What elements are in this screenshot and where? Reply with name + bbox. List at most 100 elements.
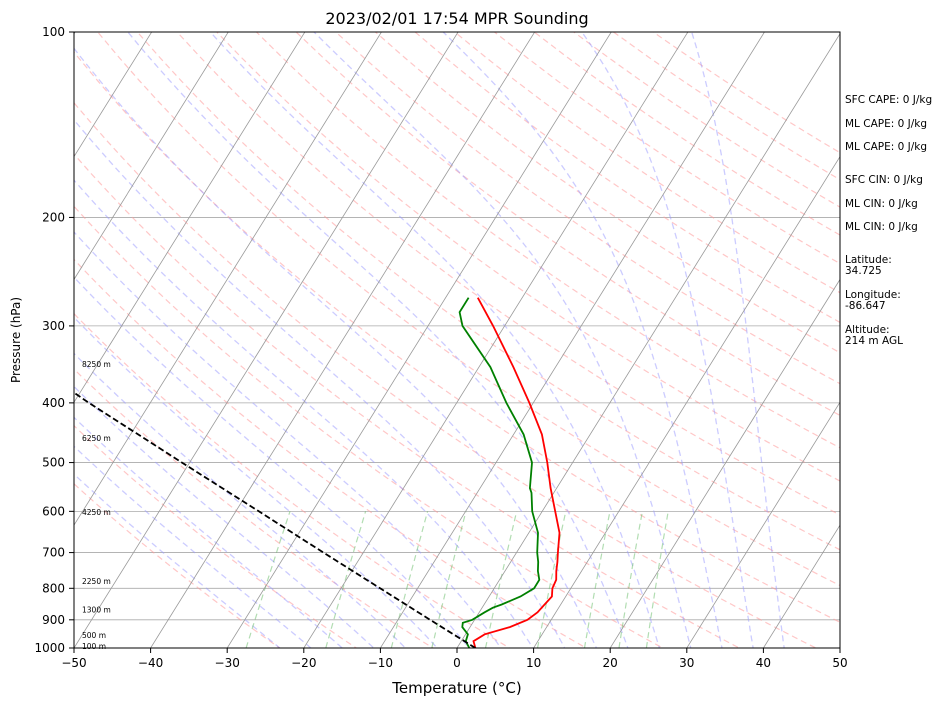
dry-adiabat <box>74 258 588 648</box>
mixing-ratio-line <box>431 511 467 648</box>
x-axis-label: Temperature (°C) <box>391 679 521 697</box>
mixing-ratio-line <box>583 511 611 648</box>
x-tick-label: −40 <box>138 656 163 670</box>
moist-adiabat <box>74 416 344 648</box>
dry-adiabat <box>74 424 358 648</box>
moist-adiabat <box>581 32 754 648</box>
dry-adiabat <box>74 483 281 648</box>
x-tick-label: −50 <box>61 656 86 670</box>
y-tick-label: 100 <box>42 25 65 39</box>
dry-adiabat <box>74 51 840 623</box>
height-label: 100 m <box>82 642 106 651</box>
latitude-value: 34.725 <box>845 265 882 277</box>
height-label: 8250 m <box>82 360 111 369</box>
isotherm-line <box>150 32 536 648</box>
height-label: 6250 m <box>82 434 111 443</box>
x-tick-label: 50 <box>832 656 847 670</box>
mixing-ratio-line <box>325 511 367 648</box>
y-tick-label: 400 <box>42 396 65 410</box>
x-tick-label: 40 <box>756 656 771 670</box>
x-tick-label: 20 <box>603 656 618 670</box>
dry-adiabat <box>74 153 741 648</box>
moist-adiabat <box>74 179 534 648</box>
y-axis-label: Pressure (hPa) <box>9 297 23 383</box>
isotherm-line <box>379 32 765 648</box>
dry-adiabat <box>414 32 840 324</box>
moist-adiabat <box>209 32 661 648</box>
dry-adiabat <box>97 32 840 587</box>
isotherm-line <box>686 401 840 648</box>
moist-adiabat <box>313 32 692 648</box>
moist-adiabat <box>74 47 598 648</box>
moist-adiabat <box>74 118 566 648</box>
moist-adiabat <box>74 316 439 648</box>
dry-adiabat <box>74 368 435 648</box>
height-label: 2250 m <box>82 577 111 586</box>
stat-sfc-cin: SFC CIN: 0 J/kg <box>845 174 923 186</box>
temperature-profile <box>472 297 561 648</box>
isotherm-line <box>74 32 153 158</box>
stat-ml-cin-2: ML CIN: 0 J/kg <box>845 221 918 233</box>
mixing-ratio-line <box>618 511 643 648</box>
stat-sfc-cape: SFC CAPE: 0 J/kg <box>845 94 933 106</box>
moist-adiabat <box>74 473 281 648</box>
moist-adiabat <box>74 352 407 648</box>
x-tick-label: −10 <box>368 656 393 670</box>
isotherm-line <box>762 524 840 648</box>
x-tick-label: 0 <box>453 656 461 670</box>
height-label: 4250 m <box>82 508 111 517</box>
x-tick-label: 30 <box>679 656 694 670</box>
latitude-label: Latitude: <box>845 254 892 266</box>
dry-adiabat <box>295 32 840 417</box>
background-lines <box>74 32 840 648</box>
mixing-ratio-line <box>390 511 429 648</box>
isotherm-line <box>609 278 840 648</box>
y-tick-label: 900 <box>42 613 65 627</box>
mixing-ratio-line <box>484 511 518 648</box>
dewpoint-profile <box>458 297 541 648</box>
isotherm-line <box>74 32 459 648</box>
moist-adiabat <box>74 385 375 648</box>
moist-adiabat <box>442 32 723 648</box>
x-tick-label: −30 <box>215 656 240 670</box>
y-tick-label: 500 <box>42 456 65 470</box>
isotherm-line <box>303 32 689 648</box>
moist-adiabat <box>691 32 785 648</box>
altitude-value: 214 m AGL <box>845 335 903 347</box>
y-tick-label: 300 <box>42 319 65 333</box>
altitude-label: Altitude: <box>845 324 890 336</box>
y-tick-label: 1000 <box>34 641 65 655</box>
dry-adiabat <box>255 32 840 449</box>
y-tick-label: 700 <box>42 546 65 560</box>
stat-ml-cin-1: ML CIN: 0 J/kg <box>845 198 918 210</box>
stat-ml-cape-1: ML CAPE: 0 J/kg <box>845 118 928 130</box>
y-tick-label: 200 <box>42 210 65 224</box>
axes: −50 −40 −30 −20 −10 0 10 20 30 40 50 1000 900 800 700 6… <box>34 25 847 670</box>
longitude-value: -86.647 <box>845 300 886 312</box>
stat-ml-cape-2: ML CAPE: 0 J/kg <box>845 141 928 153</box>
dry-adiabat <box>136 32 840 551</box>
y-tick-label: 800 <box>42 581 65 595</box>
isotherm-line <box>74 32 306 404</box>
profile-series <box>74 297 561 648</box>
x-tick-label: −20 <box>291 656 316 670</box>
dry-adiabat <box>74 205 664 648</box>
mixing-ratio-line <box>245 511 291 648</box>
moist-adiabat <box>74 445 312 648</box>
dry-adiabat <box>74 312 511 648</box>
isotherm-line <box>456 32 840 648</box>
isotherm-line <box>74 32 382 526</box>
longitude-label: Longitude: <box>845 289 901 301</box>
x-tick-label: 10 <box>526 656 541 670</box>
parcel-profile <box>74 391 476 648</box>
isotherm-line <box>226 32 612 648</box>
y-tick-label: 600 <box>42 504 65 518</box>
chart-title: 2023/02/01 17:54 MPR Sounding <box>325 9 588 28</box>
dry-adiabat <box>375 32 840 354</box>
mixing-ratio-line <box>645 511 669 648</box>
height-labels: 100 m 500 m 1300 m 2250 m 4250 m 6250 m 8250 m <box>82 360 111 651</box>
isotherm-line <box>533 155 840 648</box>
height-label: 500 m <box>82 631 106 640</box>
height-label: 1300 m <box>82 606 111 615</box>
